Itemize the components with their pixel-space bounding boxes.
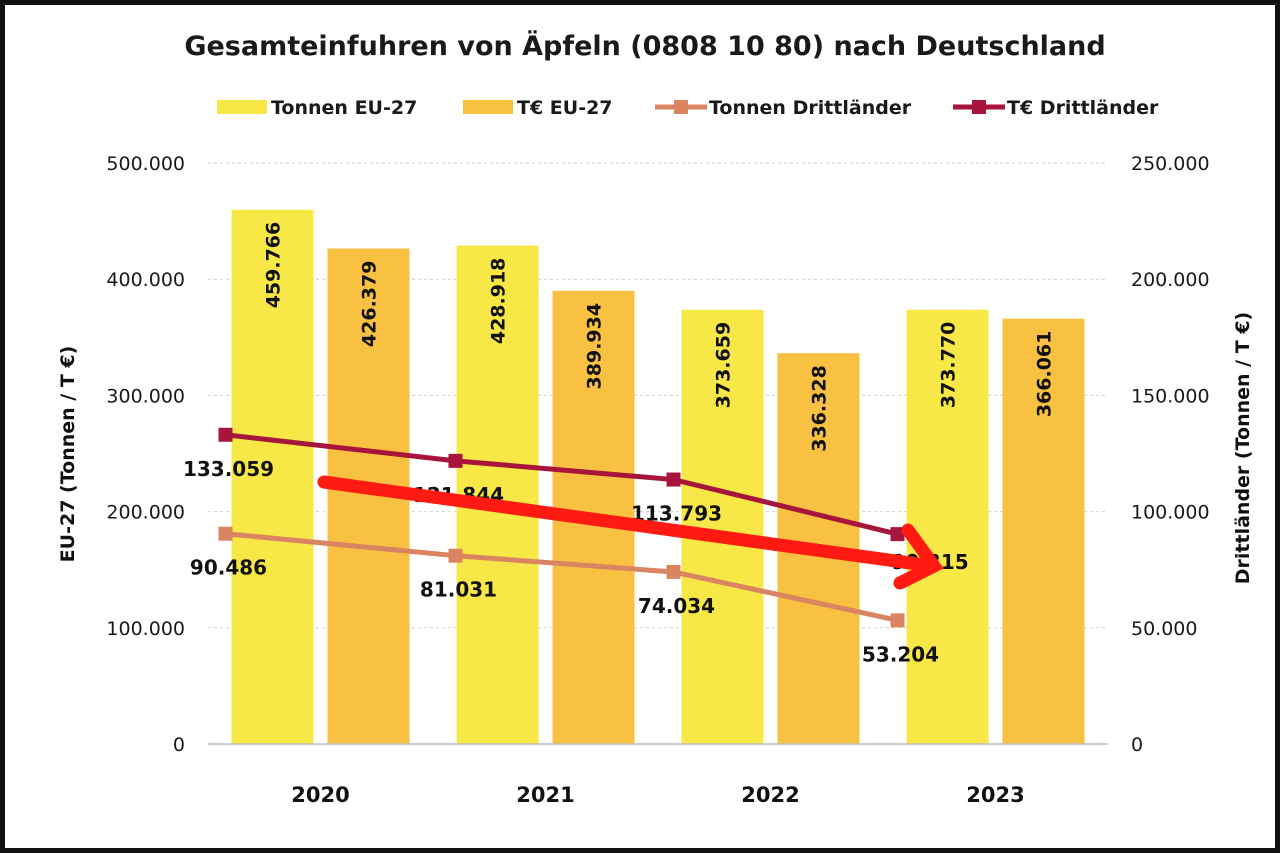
legend-marker (972, 100, 986, 114)
series-marker (666, 472, 681, 487)
legend-label: T€ EU-27 (517, 97, 613, 119)
point-value-label: 133.059 (183, 457, 274, 481)
series-marker (666, 564, 681, 579)
chart-title: Gesamteinfuhren von Äpfeln (0808 10 80) … (184, 31, 1106, 62)
bar-value-label: 373.770 (938, 322, 960, 409)
y-right-axis-title: Drittländer (Tonnen / T €) (1232, 312, 1254, 584)
legend-marker (674, 100, 688, 114)
bar (1002, 318, 1085, 744)
point-value-label: 90.486 (190, 556, 267, 580)
legend-label: T€ Drittländer (1007, 97, 1159, 119)
y-left-tick-label: 100.000 (106, 618, 185, 640)
x-tick-label: 2023 (966, 783, 1024, 807)
bar (906, 309, 989, 744)
y-left-tick-label: 500.000 (106, 153, 185, 175)
trend-arrow-shaft (317, 475, 939, 573)
point-value-label: 74.034 (638, 594, 715, 618)
bar (231, 209, 314, 745)
y-right-tick-label: 200.000 (1131, 269, 1210, 291)
bar-value-label: 428.918 (488, 258, 510, 345)
point-value-label: 81.031 (420, 578, 497, 602)
series-marker (890, 527, 905, 542)
series-marker (448, 453, 463, 468)
y-left-axis-title: EU-27 (Tonnen / T €) (57, 346, 79, 563)
trend-arrow-head (893, 523, 944, 590)
y-right-tick-label: 100.000 (1131, 502, 1210, 524)
y-right-tick-label: 50.000 (1131, 618, 1197, 640)
legend-label: Tonnen Drittländer (709, 97, 912, 119)
y-left-tick-label: 0 (173, 734, 185, 756)
x-tick-label: 2020 (291, 783, 349, 807)
point-value-label: 53.204 (862, 642, 939, 666)
bar-value-label: 336.328 (809, 365, 831, 452)
series-line (225, 432, 899, 537)
bar-value-label: 459.766 (263, 222, 285, 309)
x-tick-label: 2022 (741, 783, 799, 807)
bar-value-label: 426.379 (359, 261, 381, 348)
bar (456, 245, 539, 744)
legend-label: Tonnen EU-27 (271, 97, 417, 119)
legend-swatch (217, 100, 267, 114)
y-left-tick-label: 300.000 (106, 385, 185, 407)
legend-swatch (463, 100, 513, 114)
y-left-tick-label: 400.000 (106, 269, 185, 291)
y-left-tick-label: 200.000 (106, 502, 185, 524)
series-marker (218, 526, 233, 541)
bar-value-label: 389.934 (584, 303, 606, 390)
y-right-tick-label: 250.000 (1131, 153, 1210, 175)
series-marker (448, 548, 463, 563)
series-marker (890, 613, 905, 628)
series-line (225, 531, 899, 623)
y-right-tick-label: 0 (1131, 734, 1143, 756)
x-tick-label: 2021 (516, 783, 574, 807)
y-right-tick-label: 150.000 (1131, 385, 1210, 407)
bar-value-label: 373.659 (713, 322, 735, 409)
series-marker (218, 427, 233, 442)
bar-value-label: 366.061 (1034, 331, 1056, 418)
